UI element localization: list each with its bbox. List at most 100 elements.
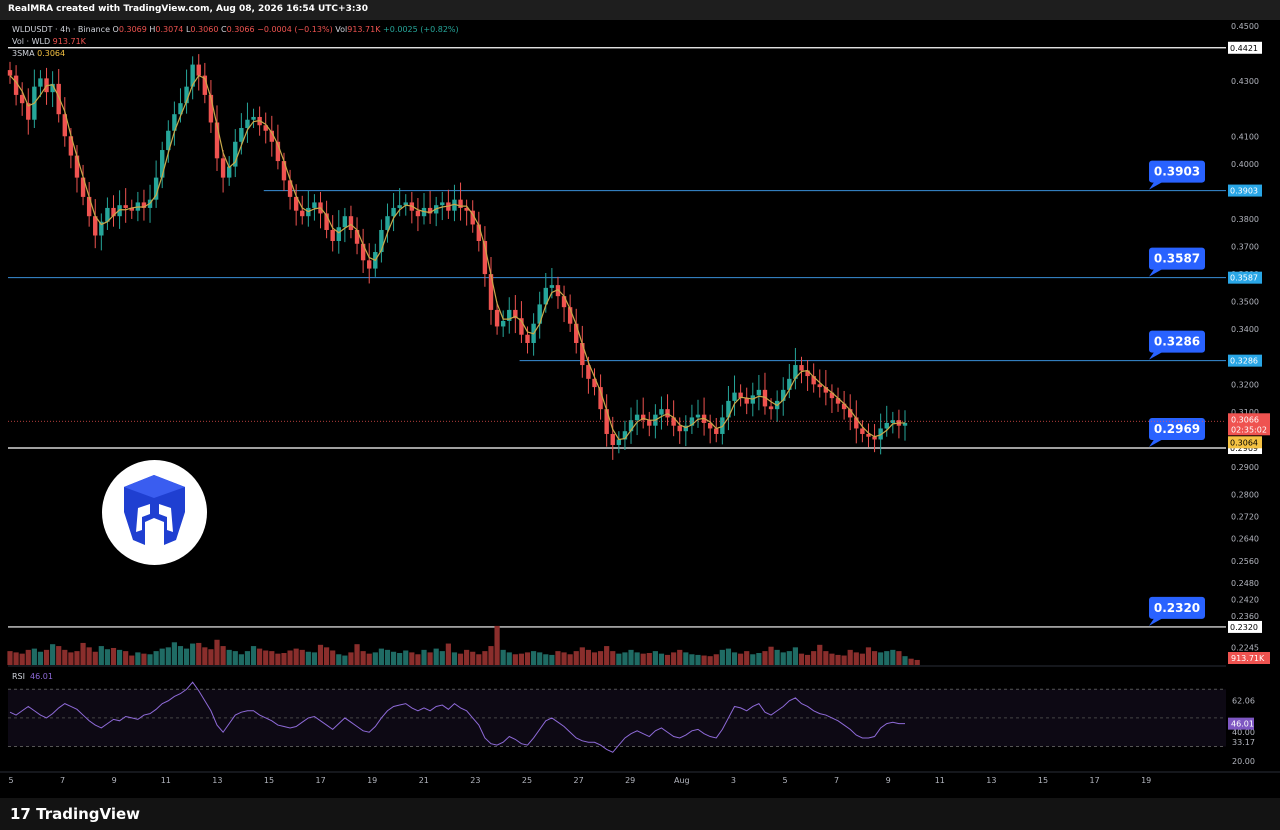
y-tick-label: 0.2900 xyxy=(1231,463,1259,472)
candle-body xyxy=(811,376,816,385)
level-callout-label: 0.3903 xyxy=(1154,165,1200,179)
volume-bar xyxy=(220,646,226,665)
level-axis-label: 0.2969 xyxy=(1230,444,1258,453)
candle-body xyxy=(513,309,518,319)
volume-bar xyxy=(518,653,525,665)
volume-bar xyxy=(871,651,878,665)
candle-body xyxy=(482,241,488,275)
candle-body xyxy=(488,274,494,310)
candle-body xyxy=(793,365,798,379)
volume-bar xyxy=(804,654,811,665)
rsi-value-label: 46.01 xyxy=(1231,720,1254,729)
candle-body xyxy=(129,207,134,211)
volume-bar xyxy=(914,659,920,665)
candle-body xyxy=(823,387,829,393)
candle-body xyxy=(385,216,390,230)
rsi-legend-value: 46.01 xyxy=(30,672,53,681)
volume-bar xyxy=(604,646,610,665)
volume-bar xyxy=(43,649,50,665)
x-tick-label: 13 xyxy=(212,776,222,785)
level-axis-tag xyxy=(1228,271,1262,284)
close-value: 0.3066 xyxy=(226,25,255,34)
rsi-value-tag xyxy=(1228,717,1254,730)
volume-bar xyxy=(738,653,744,665)
candle-body xyxy=(153,177,159,200)
volume-bar xyxy=(317,644,324,665)
volume-bar xyxy=(567,654,573,665)
level-callout-pointer xyxy=(1149,267,1165,277)
level-callout-label: 0.2969 xyxy=(1154,422,1200,436)
candle-body xyxy=(13,75,19,95)
volume-bar xyxy=(110,647,117,665)
x-tick-label: 23 xyxy=(470,776,480,785)
volume-bar xyxy=(695,654,701,665)
candle-body xyxy=(80,177,86,197)
candle-body xyxy=(50,83,55,93)
volume-bar xyxy=(634,652,640,665)
level-callout-pointer xyxy=(1149,350,1165,360)
volume-bar xyxy=(238,654,244,665)
volume-bar xyxy=(823,651,829,665)
volume-bar xyxy=(878,652,884,665)
last-price-tag xyxy=(1228,413,1270,436)
volume-bar xyxy=(74,651,80,665)
candle-body xyxy=(860,428,865,434)
volume-bar xyxy=(366,653,372,665)
candle-body xyxy=(890,420,896,423)
volume-axis-tag xyxy=(1228,652,1270,664)
candle-body xyxy=(549,285,555,288)
vol-label: Vol xyxy=(335,25,348,34)
volume-bar xyxy=(835,654,841,665)
candle-body xyxy=(263,125,268,131)
last-price-label: 0.3066 xyxy=(1231,415,1259,424)
volume-bar xyxy=(890,649,896,665)
level-callout xyxy=(1149,596,1205,619)
level-callout-label: 0.3587 xyxy=(1154,252,1200,266)
y-tick-label: 0.2480 xyxy=(1231,579,1259,588)
cube-logo-icon xyxy=(124,475,185,545)
candle-body xyxy=(762,389,768,407)
y-tick-label: 0.4300 xyxy=(1231,77,1259,86)
candle-body xyxy=(427,207,433,214)
volume-bar xyxy=(281,653,287,665)
volume-bar xyxy=(464,649,470,665)
candle-body xyxy=(105,207,110,222)
tradingview-brand[interactable]: 17 TradingView xyxy=(10,805,140,823)
y-tick-label: 0.2560 xyxy=(1231,557,1259,566)
candle-body xyxy=(19,94,25,104)
y-tick-label: 0.3500 xyxy=(1231,298,1259,307)
brand-name: TradingView xyxy=(36,805,141,823)
y-tick-label: 0.2640 xyxy=(1231,535,1259,544)
volume-bar xyxy=(853,652,859,665)
volume-bar xyxy=(689,654,695,665)
chart-canvas[interactable]: 0.45000.43000.41000.40000.38000.37000.36… xyxy=(0,20,1280,798)
sma-axis-label: 0.3064 xyxy=(1230,438,1258,447)
high-value: 0.3074 xyxy=(155,25,184,34)
volume-bar xyxy=(257,648,263,665)
level-axis-tag xyxy=(1228,41,1262,54)
volume-bar xyxy=(202,647,208,665)
volume-bar xyxy=(671,652,677,665)
candle-body xyxy=(671,417,676,426)
low-value: 0.3060 xyxy=(190,25,219,34)
chart-frame[interactable]: 0.45000.43000.41000.40000.38000.37000.36… xyxy=(0,20,1280,798)
volume-bar xyxy=(342,655,348,665)
candle-body xyxy=(586,365,591,379)
candle-body xyxy=(141,202,147,208)
y-tick-label: 0.2420 xyxy=(1231,595,1259,604)
volume-bar xyxy=(433,648,439,665)
volume-bar xyxy=(597,651,604,665)
volume-bar xyxy=(744,651,750,665)
candle-body xyxy=(470,210,475,225)
y-tick-label: 0.3400 xyxy=(1231,325,1259,334)
candle-body xyxy=(287,180,293,197)
rsi-tick-label: 62.06 xyxy=(1232,697,1255,706)
volume-bar xyxy=(196,642,202,665)
candle-body xyxy=(756,389,762,396)
candle-body xyxy=(841,403,847,410)
y-tick-label: 0.4100 xyxy=(1231,132,1259,141)
candle-body xyxy=(732,392,737,401)
volume-bar xyxy=(323,647,330,665)
volume-bar xyxy=(183,648,190,665)
volume-bar xyxy=(159,648,165,665)
